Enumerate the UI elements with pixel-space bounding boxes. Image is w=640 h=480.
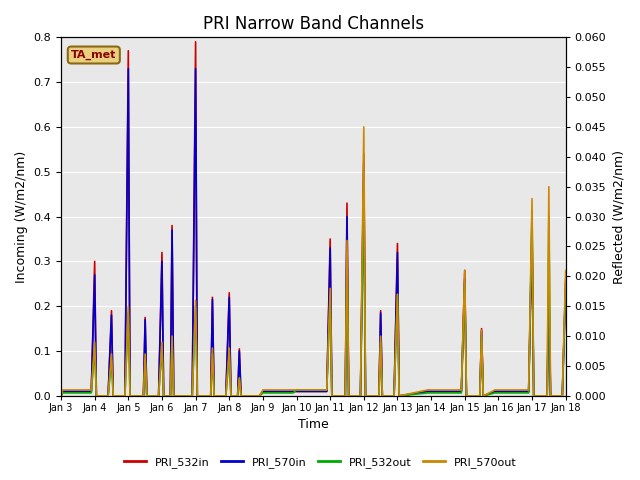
PRI_570in [207, 393, 214, 399]
PRI_532in [143, 393, 150, 399]
PRI_532in [559, 393, 566, 399]
PRI_570out [559, 393, 566, 399]
PRI_570out [57, 393, 65, 399]
PRI_570out [104, 393, 112, 399]
PRI_532in [343, 200, 351, 206]
X-axis label: Time: Time [298, 419, 329, 432]
PRI_532out [360, 196, 367, 202]
PRI_532in [57, 393, 65, 399]
PRI_532out [193, 393, 201, 399]
PRI_532in [207, 393, 214, 399]
PRI_532out [143, 393, 150, 399]
PRI_570in [155, 393, 163, 399]
Text: TA_met: TA_met [71, 50, 116, 60]
PRI_532in [209, 294, 216, 300]
PRI_532out [104, 393, 112, 399]
Legend: PRI_532in, PRI_570in, PRI_532out, PRI_570out: PRI_532in, PRI_570in, PRI_532out, PRI_57… [119, 452, 521, 472]
Line: PRI_570in: PRI_570in [61, 69, 566, 396]
PRI_532out [342, 393, 349, 399]
PRI_570out [342, 393, 349, 399]
PRI_570in [209, 297, 216, 302]
PRI_570in [559, 393, 566, 399]
PRI_532out [57, 393, 65, 399]
Line: PRI_570out: PRI_570out [61, 127, 566, 396]
PRI_532in [192, 39, 200, 45]
PRI_570in [104, 393, 112, 399]
PRI_570in [562, 286, 570, 291]
PRI_532in [562, 276, 570, 282]
Y-axis label: Incoming (W/m2/nm): Incoming (W/m2/nm) [15, 151, 28, 283]
Line: PRI_532out: PRI_532out [61, 199, 566, 396]
PRI_570out [562, 267, 570, 273]
PRI_570in [57, 393, 65, 399]
PRI_570in [124, 66, 132, 72]
Line: PRI_532in: PRI_532in [61, 42, 566, 396]
PRI_570out [193, 393, 201, 399]
PRI_532out [559, 393, 566, 399]
PRI_532out [562, 279, 570, 285]
PRI_570in [343, 214, 351, 219]
Y-axis label: Reflected (W/m2/nm): Reflected (W/m2/nm) [612, 150, 625, 284]
Title: PRI Narrow Band Channels: PRI Narrow Band Channels [203, 15, 424, 33]
PRI_570out [360, 124, 367, 130]
PRI_532out [207, 393, 214, 399]
PRI_570out [143, 393, 150, 399]
PRI_532in [104, 393, 112, 399]
PRI_570out [207, 393, 214, 399]
